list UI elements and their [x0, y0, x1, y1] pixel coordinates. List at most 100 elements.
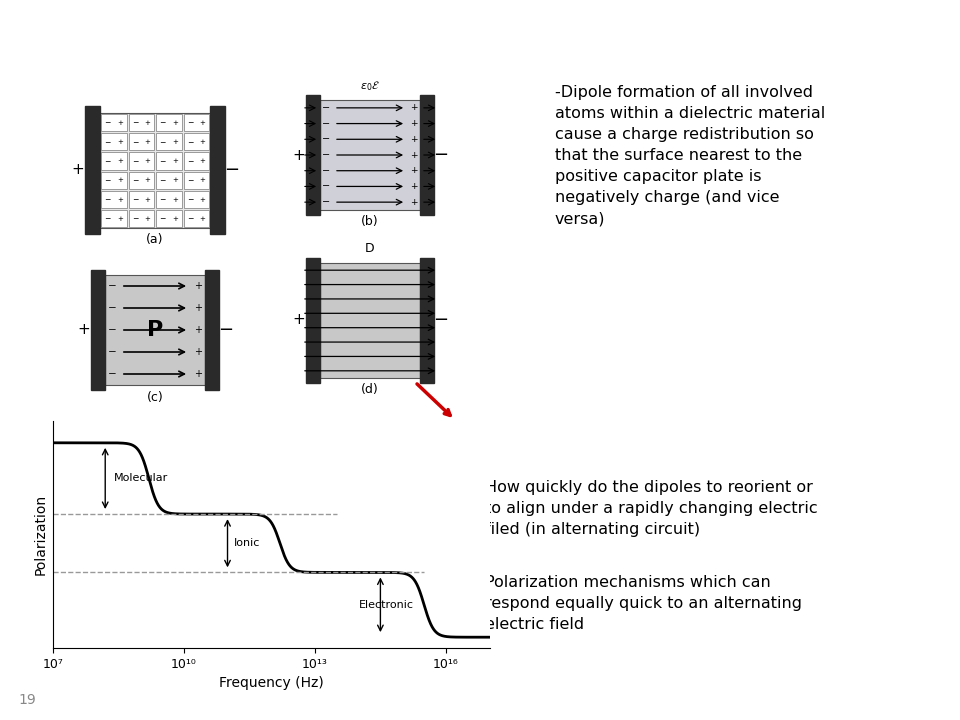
Bar	[129, 191, 154, 208]
Text: (d): (d)	[361, 382, 379, 395]
Text: −: −	[322, 181, 330, 192]
Text: +: +	[172, 216, 178, 222]
Bar	[129, 210, 154, 227]
Text: −: −	[433, 311, 448, 329]
Bar	[105, 275, 205, 385]
Text: −: −	[108, 369, 116, 379]
Text: −: −	[187, 157, 193, 166]
Text: −: −	[187, 119, 193, 127]
Text: +: +	[293, 312, 305, 328]
Text: +: +	[194, 369, 202, 379]
Bar	[183, 171, 209, 189]
Text: −: −	[105, 157, 111, 166]
Text: (c): (c)	[147, 390, 163, 403]
Text: +: +	[78, 323, 90, 338]
Text: due to polarization: due to polarization	[214, 440, 406, 458]
Bar	[85, 106, 100, 234]
Text: −: −	[159, 138, 166, 147]
Bar	[101, 191, 127, 208]
Bar	[101, 210, 127, 227]
Text: +: +	[410, 119, 418, 128]
Text: −: −	[159, 119, 166, 127]
Bar	[156, 133, 181, 150]
Bar	[210, 106, 225, 234]
Text: +: +	[410, 182, 418, 191]
Text: +: +	[172, 120, 178, 126]
Text: +: +	[293, 148, 305, 163]
Bar	[306, 258, 320, 383]
Text: −: −	[105, 138, 111, 147]
Bar	[320, 100, 420, 210]
Text: −: −	[105, 176, 111, 185]
Text: +: +	[200, 216, 205, 222]
Text: −: −	[105, 119, 111, 127]
Text: +: +	[117, 197, 123, 202]
Text: −: −	[108, 303, 116, 313]
Bar	[320, 263, 420, 378]
Text: −: −	[108, 347, 116, 357]
Text: −: −	[108, 325, 116, 335]
Text: +: +	[200, 177, 205, 184]
Text: +: +	[410, 135, 418, 144]
Text: Polarization mechanisms which can
respond equally quick to an alternating
electr: Polarization mechanisms which can respon…	[485, 575, 802, 632]
Bar	[129, 171, 154, 189]
Text: D: D	[365, 243, 374, 256]
Text: −: −	[187, 176, 193, 185]
Text: −: −	[159, 215, 166, 223]
Text: −: −	[322, 166, 330, 176]
Text: +: +	[200, 120, 205, 126]
Text: −: −	[219, 321, 233, 339]
Text: −: −	[159, 176, 166, 185]
Text: +: +	[144, 139, 150, 145]
Bar	[183, 210, 209, 227]
Text: −: −	[322, 103, 330, 113]
X-axis label: Frequency (Hz): Frequency (Hz)	[219, 676, 324, 690]
Bar	[420, 95, 434, 215]
Bar	[156, 210, 181, 227]
Text: +: +	[172, 139, 178, 145]
Text: −: −	[187, 215, 193, 223]
Text: −: −	[108, 281, 116, 291]
Text: +: +	[117, 120, 123, 126]
Y-axis label: Polarization: Polarization	[34, 494, 47, 575]
Bar	[129, 153, 154, 169]
Bar	[129, 114, 154, 131]
Text: +: +	[144, 177, 150, 184]
Text: −: −	[132, 138, 138, 147]
Text: +: +	[194, 325, 202, 335]
Text: +: +	[194, 347, 202, 357]
Text: How quickly do the dipoles to reorient or
to align under a rapidly changing elec: How quickly do the dipoles to reorient o…	[485, 480, 818, 537]
Text: −: −	[132, 215, 138, 223]
Bar	[101, 171, 127, 189]
Text: P: P	[147, 320, 163, 340]
Bar	[156, 114, 181, 131]
Text: Ionic: Ionic	[234, 539, 260, 548]
Text: −: −	[132, 195, 138, 204]
Text: (a): (a)	[146, 233, 164, 246]
Text: +: +	[117, 139, 123, 145]
Bar	[183, 191, 209, 208]
Text: +: +	[194, 303, 202, 313]
Text: +: +	[200, 158, 205, 164]
Text: +: +	[410, 198, 418, 207]
Bar	[101, 133, 127, 150]
Text: −: −	[322, 119, 330, 129]
Text: +: +	[200, 197, 205, 202]
Text: (b): (b)	[361, 215, 379, 228]
Text: 19: 19	[18, 693, 36, 707]
Bar	[129, 133, 154, 150]
Text: −: −	[105, 195, 111, 204]
Text: +: +	[172, 158, 178, 164]
Text: +: +	[144, 216, 150, 222]
Text: +: +	[172, 197, 178, 202]
Bar	[306, 95, 320, 215]
Text: −: −	[159, 195, 166, 204]
Bar	[183, 153, 209, 169]
Text: +: +	[117, 158, 123, 164]
Text: +: +	[72, 163, 84, 178]
Text: −: −	[187, 138, 193, 147]
Bar	[183, 114, 209, 131]
Bar	[100, 113, 210, 228]
Text: +: +	[410, 166, 418, 175]
Text: Molecular: Molecular	[114, 474, 168, 483]
